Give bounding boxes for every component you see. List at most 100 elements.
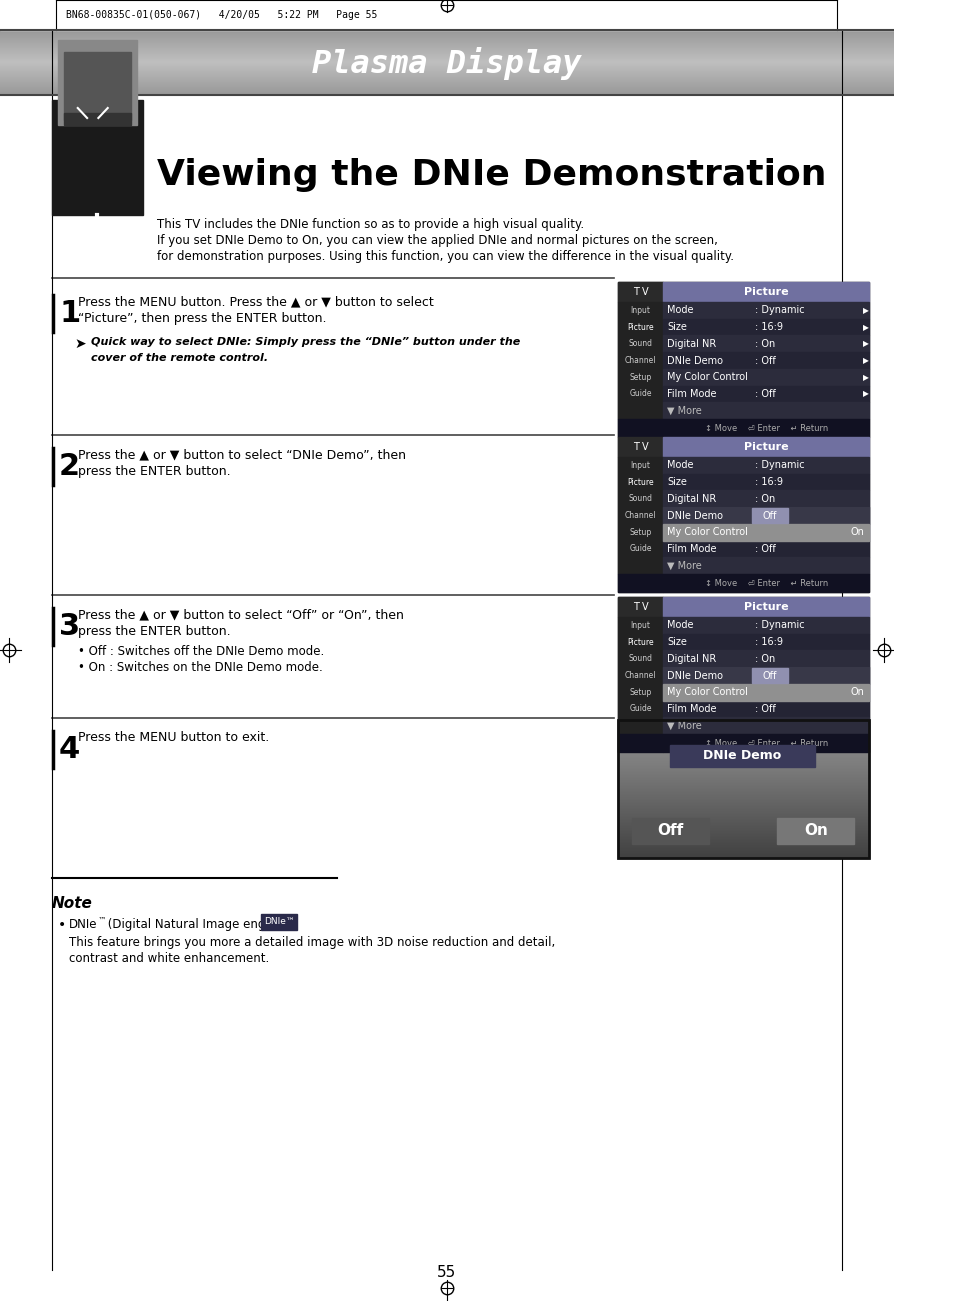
Text: ▼ More: ▼ More xyxy=(666,721,701,731)
Text: : Dynamic: : Dynamic xyxy=(754,306,803,315)
Text: Size: Size xyxy=(666,637,686,647)
Text: ↕ Move    ⏎ Enter    ↵ Return: ↕ Move ⏎ Enter ↵ Return xyxy=(704,739,827,748)
Text: 4: 4 xyxy=(59,735,80,764)
Text: : 16:9: : 16:9 xyxy=(754,637,782,647)
Bar xyxy=(669,745,814,768)
Text: Size: Size xyxy=(666,323,686,332)
Text: ▶: ▶ xyxy=(862,372,867,381)
Text: Picture: Picture xyxy=(627,477,654,487)
Bar xyxy=(662,574,868,592)
Bar xyxy=(751,509,787,523)
Text: ▶: ▶ xyxy=(862,306,867,315)
Text: Channel: Channel xyxy=(624,511,656,520)
Text: “Picture”, then press the ENTER button.: “Picture”, then press the ENTER button. xyxy=(77,312,326,325)
Text: : On: : On xyxy=(754,494,775,503)
Text: Press the MENU button to exit.: Press the MENU button to exit. xyxy=(77,731,269,744)
Text: Press the ▲ or ▼ button to select “Off” or “On”, then: Press the ▲ or ▼ button to select “Off” … xyxy=(77,608,403,621)
Bar xyxy=(662,667,868,684)
Bar xyxy=(662,597,868,617)
Bar xyxy=(618,282,868,437)
Text: press the ENTER button.: press the ENTER button. xyxy=(77,464,230,477)
Text: cover of the remote control.: cover of the remote control. xyxy=(91,353,268,363)
Bar xyxy=(662,369,868,385)
Text: Picture: Picture xyxy=(743,602,788,611)
Text: Sound: Sound xyxy=(628,654,652,664)
Text: Setup: Setup xyxy=(629,528,651,537)
Text: : 16:9: : 16:9 xyxy=(754,477,782,487)
Text: Quick way to select DNIe: Simply press the “DNIe” button under the: Quick way to select DNIe: Simply press t… xyxy=(91,337,519,347)
Bar xyxy=(662,402,868,419)
Text: : Off: : Off xyxy=(754,389,775,399)
Bar xyxy=(64,52,131,120)
Bar xyxy=(662,634,868,650)
Text: Guide: Guide xyxy=(629,389,651,398)
Bar xyxy=(618,437,868,592)
Text: DNIe™: DNIe™ xyxy=(263,917,294,926)
Bar xyxy=(777,818,853,844)
Bar xyxy=(662,557,868,574)
Text: BN68-00835C-01(050-067)   4/20/05   5:22 PM   Page 55: BN68-00835C-01(050-067) 4/20/05 5:22 PM … xyxy=(66,10,376,20)
Text: T V: T V xyxy=(632,288,648,297)
Text: Mode: Mode xyxy=(666,306,693,315)
Bar xyxy=(618,597,662,617)
Text: (Digital Natural Image engine): (Digital Natural Image engine) xyxy=(104,919,288,932)
Bar xyxy=(662,507,868,524)
Text: This TV includes the DNIe function so as to provide a high visual quality.: This TV includes the DNIe function so as… xyxy=(157,219,584,232)
Text: DNIe: DNIe xyxy=(70,919,98,932)
Text: T V: T V xyxy=(632,602,648,611)
Bar xyxy=(662,490,868,507)
Text: ▶: ▶ xyxy=(862,389,867,398)
Bar xyxy=(662,302,868,319)
Text: contrast and white enhancement.: contrast and white enhancement. xyxy=(70,952,270,965)
Bar xyxy=(618,734,662,752)
Text: : 16:9: : 16:9 xyxy=(754,323,782,332)
Bar xyxy=(662,541,868,557)
Text: Input: Input xyxy=(630,306,650,315)
Text: 55: 55 xyxy=(436,1265,456,1280)
Text: ▼ More: ▼ More xyxy=(666,406,701,415)
Text: On: On xyxy=(803,822,827,838)
Text: ➤: ➤ xyxy=(75,337,87,351)
Text: Press the MENU button. Press the ▲ or ▼ button to select: Press the MENU button. Press the ▲ or ▼ … xyxy=(77,295,433,308)
Text: This feature brings you more a detailed image with 3D noise reduction and detail: This feature brings you more a detailed … xyxy=(70,935,555,948)
Bar xyxy=(662,282,868,302)
Bar xyxy=(0,0,893,30)
Text: Press the ▲ or ▼ button to select “DNIe Demo”, then: Press the ▲ or ▼ button to select “DNIe … xyxy=(77,448,405,461)
Text: : On: : On xyxy=(754,654,775,664)
Text: DNIe Demo: DNIe Demo xyxy=(666,670,722,680)
Text: ▶: ▶ xyxy=(862,340,867,349)
Text: : Dynamic: : Dynamic xyxy=(754,621,803,631)
Text: Digital NR: Digital NR xyxy=(666,654,716,664)
Bar xyxy=(618,302,662,419)
Bar xyxy=(751,669,787,683)
Text: Picture: Picture xyxy=(743,288,788,297)
Text: : Off: : Off xyxy=(754,355,775,366)
Text: Plasma Display: Plasma Display xyxy=(312,47,581,79)
Bar xyxy=(618,419,662,437)
Text: • On : Switches on the DNIe Demo mode.: • On : Switches on the DNIe Demo mode. xyxy=(77,661,322,674)
Text: Setup: Setup xyxy=(629,372,651,381)
Text: Channel: Channel xyxy=(624,671,656,680)
Text: Film Mode: Film Mode xyxy=(666,704,716,714)
Text: Digital NR: Digital NR xyxy=(666,338,716,349)
Text: My Color Control: My Color Control xyxy=(666,527,747,537)
Text: Channel: Channel xyxy=(624,356,656,366)
Text: Digital NR: Digital NR xyxy=(666,494,716,503)
Bar xyxy=(618,282,662,302)
Text: Viewing the DNIe Demonstration: Viewing the DNIe Demonstration xyxy=(157,157,826,193)
Text: for demonstration purposes. Using this function, you can view the difference in : for demonstration purposes. Using this f… xyxy=(157,250,734,263)
Bar xyxy=(662,524,868,541)
Text: Mode: Mode xyxy=(666,621,693,631)
Bar xyxy=(58,40,136,125)
Text: ▶: ▶ xyxy=(862,323,867,332)
Bar xyxy=(662,617,868,634)
Text: Film Mode: Film Mode xyxy=(666,389,716,399)
Bar xyxy=(618,437,662,457)
Text: Picture: Picture xyxy=(627,637,654,647)
Text: Note: Note xyxy=(51,896,92,911)
Bar xyxy=(662,457,868,474)
Text: Sound: Sound xyxy=(628,494,652,503)
Text: Film Mode: Film Mode xyxy=(666,544,716,554)
Bar xyxy=(662,437,868,457)
Text: : On: : On xyxy=(754,338,775,349)
